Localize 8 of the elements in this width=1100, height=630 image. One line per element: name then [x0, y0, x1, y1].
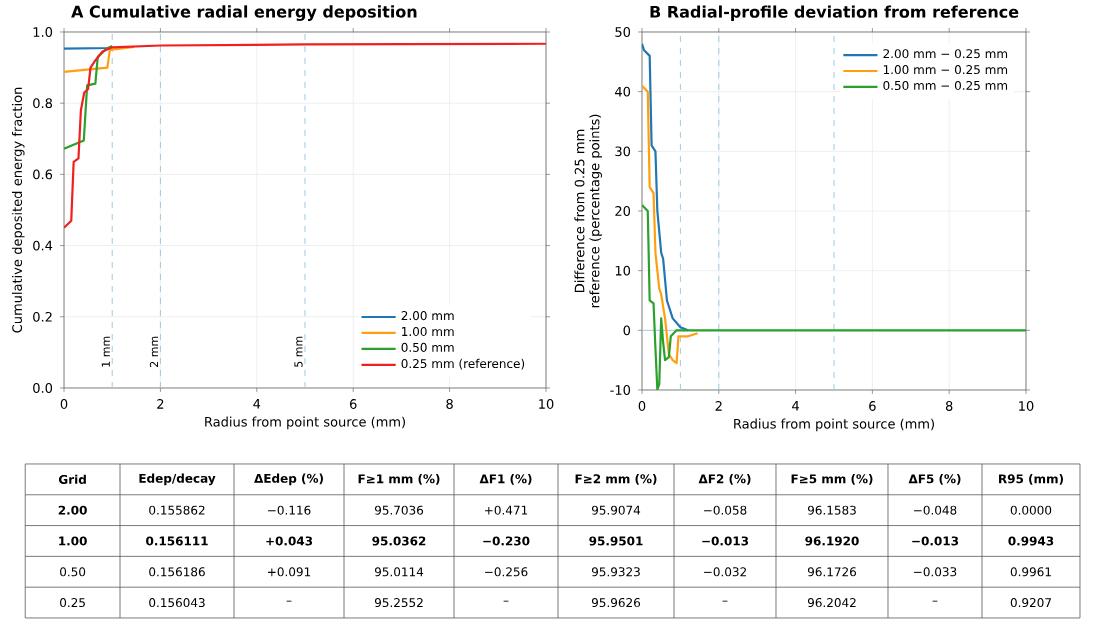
- line-series: [642, 84, 699, 365]
- line-series: [64, 45, 135, 73]
- chart-title: B Radial-profile deviation from reference: [650, 5, 1019, 21]
- line-series: [642, 42, 690, 332]
- line-series: [64, 42, 546, 229]
- line-series: [64, 45, 114, 150]
- chart-title: A Cumulative radial energy deposition: [71, 5, 417, 21]
- line-series: [642, 203, 1026, 390]
